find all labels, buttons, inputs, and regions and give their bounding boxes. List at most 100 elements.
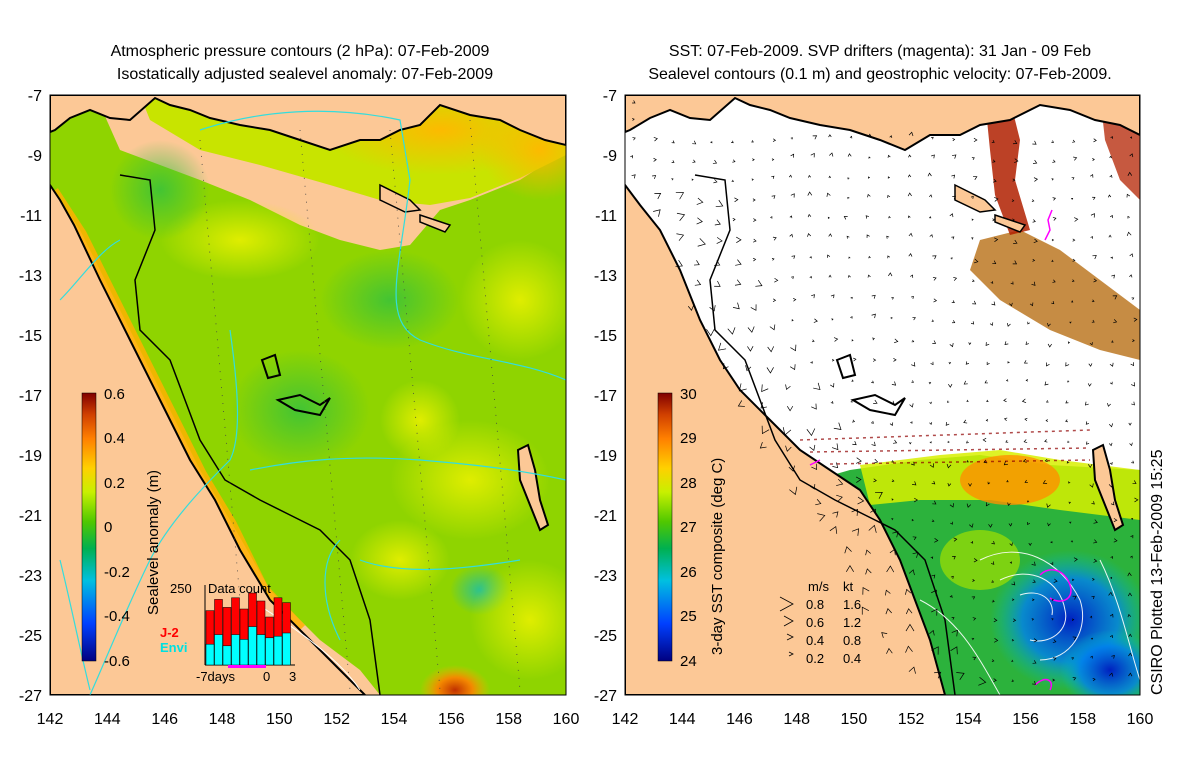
velocity-arrow — [891, 479, 895, 482]
right-lat-labels: -7 -9 -11 -13 -15 -17 -19 -21 -23 -25 -27 — [594, 88, 617, 705]
velocity-arrow — [653, 209, 661, 217]
velocity-arrow — [1092, 677, 1096, 682]
velocity-arrow — [770, 216, 773, 219]
velocity-arrow — [931, 154, 935, 159]
velocity-arrow — [1109, 634, 1113, 639]
velocity-arrow — [813, 382, 821, 391]
velocity-arrow — [1032, 598, 1035, 602]
right-cb-tick-3: 27 — [680, 519, 697, 536]
velocity-arrow — [1109, 613, 1114, 618]
velocity-arrow — [1021, 398, 1027, 404]
velocity-arrow — [714, 280, 721, 287]
velocity-arrow — [1070, 540, 1074, 543]
velocity-arrow — [870, 420, 874, 424]
velocity-arrow — [1131, 297, 1135, 300]
left-png-land — [50, 95, 566, 152]
velocity-arrow — [1024, 479, 1028, 483]
velocity-arrow — [1067, 341, 1071, 344]
velocity-arrow — [691, 178, 694, 181]
velocity-arrow — [847, 274, 851, 278]
velocity-arrow — [1130, 534, 1134, 539]
velocity-arrow — [949, 343, 954, 348]
velocity-arrow — [1071, 657, 1075, 660]
velocity-arrow — [1008, 523, 1013, 527]
right-cb-tick-6: 24 — [680, 653, 697, 670]
velocity-arrow — [791, 276, 794, 280]
velocity-arrow — [1093, 558, 1098, 563]
velocity-arrow — [972, 656, 977, 661]
right-map-frame — [624, 94, 1141, 696]
velocity-arrow — [1023, 360, 1028, 364]
velocity-arrow — [1047, 343, 1052, 348]
velocity-arrow — [991, 140, 995, 143]
left-colorbar-label: Sealevel anomaly (m) — [145, 470, 162, 615]
velocity-arrow — [1051, 598, 1054, 601]
inset-drifter-period-mark — [228, 665, 266, 668]
velocity-arrow — [706, 328, 715, 337]
velocity-arrow — [752, 198, 756, 202]
velocity-arrow — [1027, 500, 1030, 503]
velocity-legend-kt-0: 1.6 — [843, 597, 861, 612]
velocity-arrow — [1009, 561, 1012, 564]
velocity-arrow — [1088, 363, 1093, 367]
velocity-arrow — [675, 260, 683, 267]
velocity-arrow — [1071, 578, 1075, 582]
velocity-arrow — [1046, 503, 1051, 508]
velocity-arrow — [891, 381, 897, 386]
velocity-arrow — [734, 197, 739, 203]
velocity-arrow — [788, 174, 792, 178]
velocity-arrow — [1007, 502, 1011, 506]
right-lon-label: 148 — [783, 711, 810, 728]
velocity-arrow — [1086, 441, 1090, 445]
velocity-arrow — [1007, 361, 1010, 364]
inset-bar-envi — [273, 635, 283, 666]
velocity-arrow — [751, 178, 754, 181]
velocity-arrow — [991, 541, 995, 545]
velocity-arrow — [1032, 258, 1036, 262]
velocity-arrow — [714, 260, 721, 266]
velocity-arrow — [931, 608, 938, 616]
velocity-arrow — [910, 295, 914, 299]
velocity-arrow — [852, 440, 857, 446]
right-drifters — [809, 209, 1072, 691]
velocity-arrow — [1006, 322, 1011, 327]
velocity-arrow — [1127, 215, 1130, 219]
left-cb-tick-2: 0.2 — [104, 475, 125, 492]
left-lat-label: -23 — [19, 568, 42, 585]
velocity-arrow — [932, 276, 937, 281]
velocity-arrow — [1085, 421, 1090, 425]
velocity-arrow — [833, 337, 839, 342]
velocity-arrow — [908, 666, 916, 674]
velocity-arrow — [1108, 194, 1112, 198]
velocity-arrow — [836, 478, 844, 486]
velocity-arrow — [886, 565, 895, 573]
velocity-arrow — [687, 305, 694, 311]
inset-ymax-label: 250 — [170, 581, 192, 596]
velocity-arrow — [1051, 140, 1054, 143]
velocity-arrow — [1003, 398, 1007, 403]
left-cb-tick-5: -0.4 — [104, 608, 130, 625]
velocity-arrow — [971, 596, 976, 600]
velocity-arrow — [1109, 672, 1114, 677]
velocity-arrow — [1012, 178, 1016, 182]
left-lon-label: 142 — [37, 711, 64, 728]
velocity-arrow — [1045, 419, 1049, 422]
velocity-arrow — [772, 138, 777, 142]
velocity-arrow — [932, 500, 937, 505]
velocity-arrow — [871, 441, 876, 447]
velocity-legend-kt-3: 0.4 — [843, 651, 861, 666]
velocity-arrow — [1093, 278, 1098, 283]
velocity-arrow — [1089, 342, 1093, 346]
velocity-arrow — [985, 342, 990, 347]
velocity-arrow — [632, 118, 635, 121]
velocity-arrow — [1004, 341, 1009, 345]
right-colorbar-ticks: 30 29 28 27 26 25 24 — [680, 386, 697, 670]
velocity-arrow — [1032, 680, 1037, 685]
velocity-arrow — [790, 153, 795, 158]
left-new-caledonia — [516, 443, 550, 532]
velocity-arrow — [1109, 362, 1114, 367]
velocity-arrow — [966, 460, 969, 463]
inset-legend-envi: Envi — [160, 640, 187, 655]
velocity-arrow — [1044, 381, 1049, 386]
velocity-arrow — [972, 578, 975, 582]
